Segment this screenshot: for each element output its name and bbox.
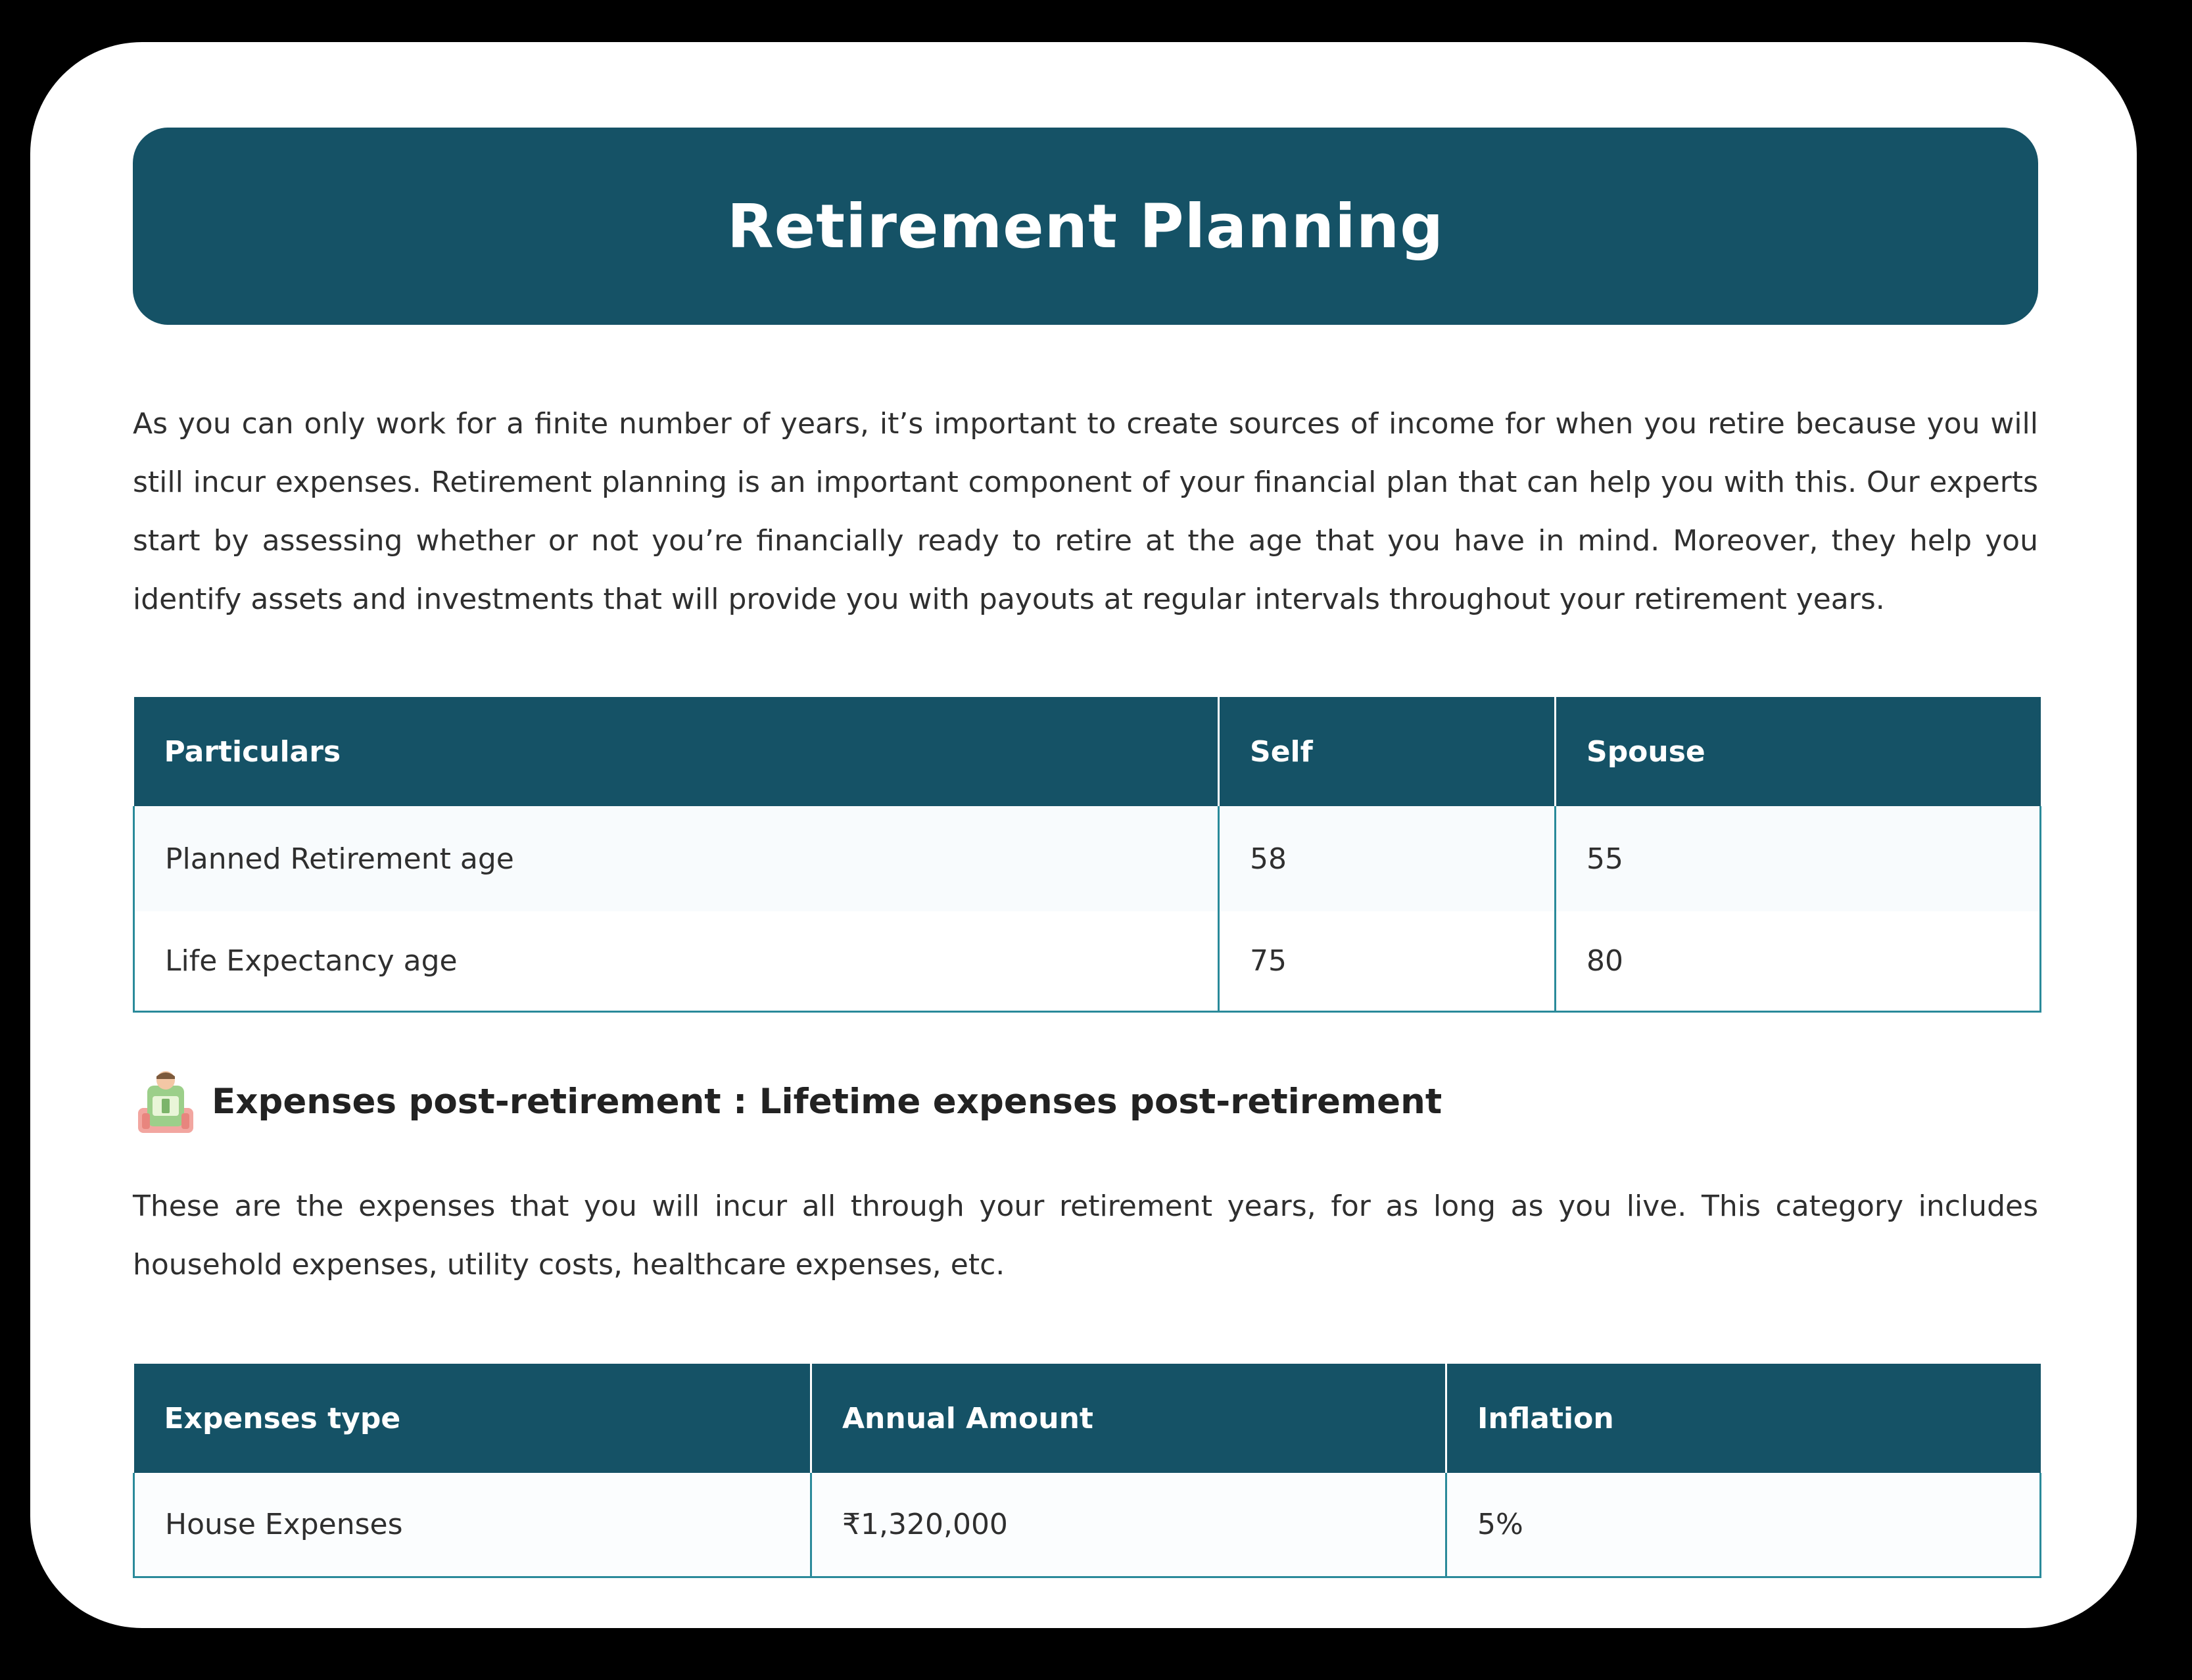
cell-inflation: 5% bbox=[1445, 1473, 2041, 1578]
column-header-inflation: Inflation bbox=[1445, 1364, 2041, 1473]
page-title: Retirement Planning bbox=[727, 191, 1444, 262]
column-header-annual-amount: Annual Amount bbox=[810, 1364, 1446, 1473]
cell-particular: Life Expectancy age bbox=[133, 911, 1219, 1013]
table-row: Planned Retirement age 58 55 bbox=[133, 806, 2041, 911]
cell-spouse: 80 bbox=[1554, 911, 2041, 1013]
table-header-row: Particulars Self Spouse bbox=[133, 697, 2041, 806]
column-header-self: Self bbox=[1218, 697, 1556, 806]
expenses-section-title: Expenses post-retirement : Lifetime expe… bbox=[212, 1081, 1442, 1122]
page-header: Retirement Planning bbox=[133, 128, 2038, 325]
content-card: Retirement Planning As you can only work… bbox=[30, 42, 2137, 1628]
expenses-section-heading: Expenses post-retirement : Lifetime expe… bbox=[133, 1065, 1442, 1138]
expenses-table: Expenses type Annual Amount Inflation Ho… bbox=[133, 1364, 2041, 1578]
column-header-expenses-type: Expenses type bbox=[133, 1364, 811, 1473]
cell-annual-amount: ₹1,320,000 bbox=[810, 1473, 1446, 1578]
table-row: Life Expectancy age 75 80 bbox=[133, 911, 2041, 1013]
retirement-age-table: Particulars Self Spouse Planned Retireme… bbox=[133, 697, 2041, 1013]
expenses-description: These are the expenses that you will inc… bbox=[133, 1189, 2038, 1282]
column-header-spouse: Spouse bbox=[1554, 697, 2041, 806]
table-row: House Expenses ₹1,320,000 5% bbox=[133, 1473, 2041, 1578]
cell-particular: Planned Retirement age bbox=[133, 806, 1219, 911]
intro-paragraph: As you can only work for a finite number… bbox=[133, 407, 2038, 616]
cell-expense-type: House Expenses bbox=[133, 1473, 811, 1578]
cell-self: 58 bbox=[1218, 806, 1556, 911]
cell-self: 75 bbox=[1218, 911, 1556, 1013]
table-header-row: Expenses type Annual Amount Inflation bbox=[133, 1364, 2041, 1473]
retirement-person-icon bbox=[133, 1067, 199, 1136]
column-header-particulars: Particulars bbox=[133, 697, 1219, 806]
cell-spouse: 55 bbox=[1554, 806, 2041, 911]
